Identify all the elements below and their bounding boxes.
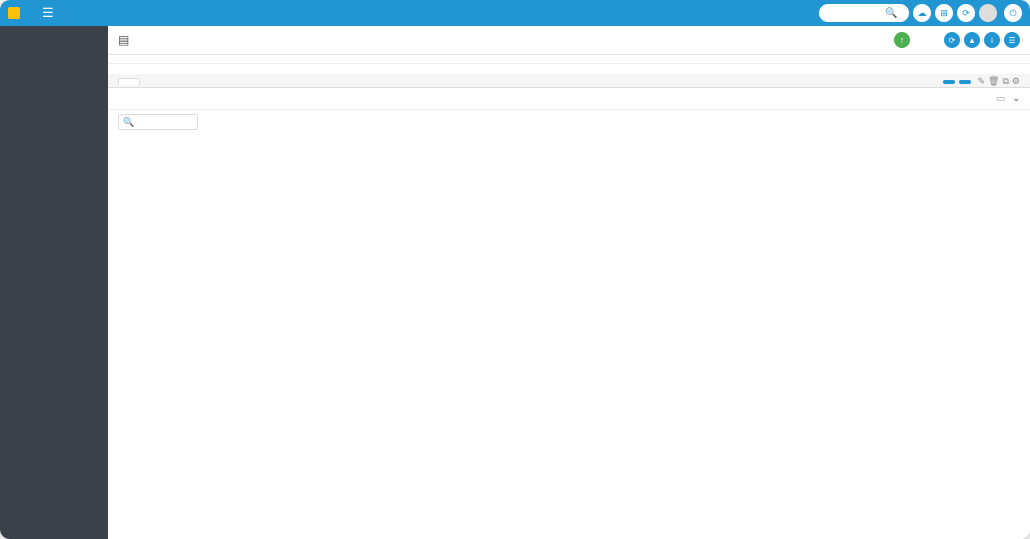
add-tab-button[interactable] xyxy=(959,80,971,84)
info-button[interactable]: i xyxy=(984,32,1000,48)
tab-row: ✎ 🗑 ⧉ ⚙ xyxy=(108,74,1030,88)
job-details-panel: ⌄ 🔍 xyxy=(108,88,1030,539)
tab-overview[interactable] xyxy=(118,78,140,85)
delete-icon[interactable]: 🗑 xyxy=(988,76,999,87)
more-button[interactable]: ☰ xyxy=(1004,32,1020,48)
panel-search: 🔍 xyxy=(108,110,1030,134)
refresh-icon[interactable]: ⟳ xyxy=(957,4,975,22)
copy-icon[interactable]: ⧉ xyxy=(1002,76,1008,87)
brand-logo[interactable] xyxy=(8,7,24,19)
table-footer xyxy=(108,527,1030,539)
app-root: ☰ 🔍 ☁ ⊞ ⟳ ⏻ ▤ ↑ xyxy=(0,0,1030,539)
status-up-icon: ↑ xyxy=(894,32,910,48)
apps-icon[interactable]: ⊞ xyxy=(935,4,953,22)
user-avatar[interactable] xyxy=(979,4,997,22)
main-content: ▤ ↑ ⟳ ▲ i ☰ xyxy=(108,26,1030,539)
search-input[interactable] xyxy=(825,8,885,18)
info-strip xyxy=(108,55,1030,64)
table-search[interactable]: 🔍 xyxy=(118,114,198,130)
cloud-icon[interactable]: ☁ xyxy=(913,4,931,22)
page-title: ▤ xyxy=(118,33,134,47)
edit-icon[interactable]: ✎ xyxy=(978,76,986,87)
search-icon[interactable]: 🔍 xyxy=(885,8,897,19)
sidebar xyxy=(0,26,108,539)
panel-menu-icon[interactable]: ⌄ xyxy=(1012,93,1020,104)
server-icon: ▤ xyxy=(118,33,129,47)
widget-button[interactable] xyxy=(943,80,955,84)
tags-row xyxy=(108,64,1030,74)
menu-toggle-icon[interactable]: ☰ xyxy=(42,5,54,21)
page-size-select[interactable] xyxy=(997,97,1005,101)
topbar: ☰ 🔍 ☁ ⊞ ⟳ ⏻ xyxy=(0,0,1030,26)
brand-icon xyxy=(8,7,20,19)
alert-button[interactable]: ▲ xyxy=(964,32,980,48)
refresh-button[interactable]: ⟳ xyxy=(944,32,960,48)
power-icon[interactable]: ⏻ xyxy=(1004,4,1022,22)
page-header: ▤ ↑ ⟳ ▲ i ☰ xyxy=(108,26,1030,55)
global-search[interactable]: 🔍 xyxy=(819,4,909,22)
settings-icon[interactable]: ⚙ xyxy=(1012,76,1020,87)
